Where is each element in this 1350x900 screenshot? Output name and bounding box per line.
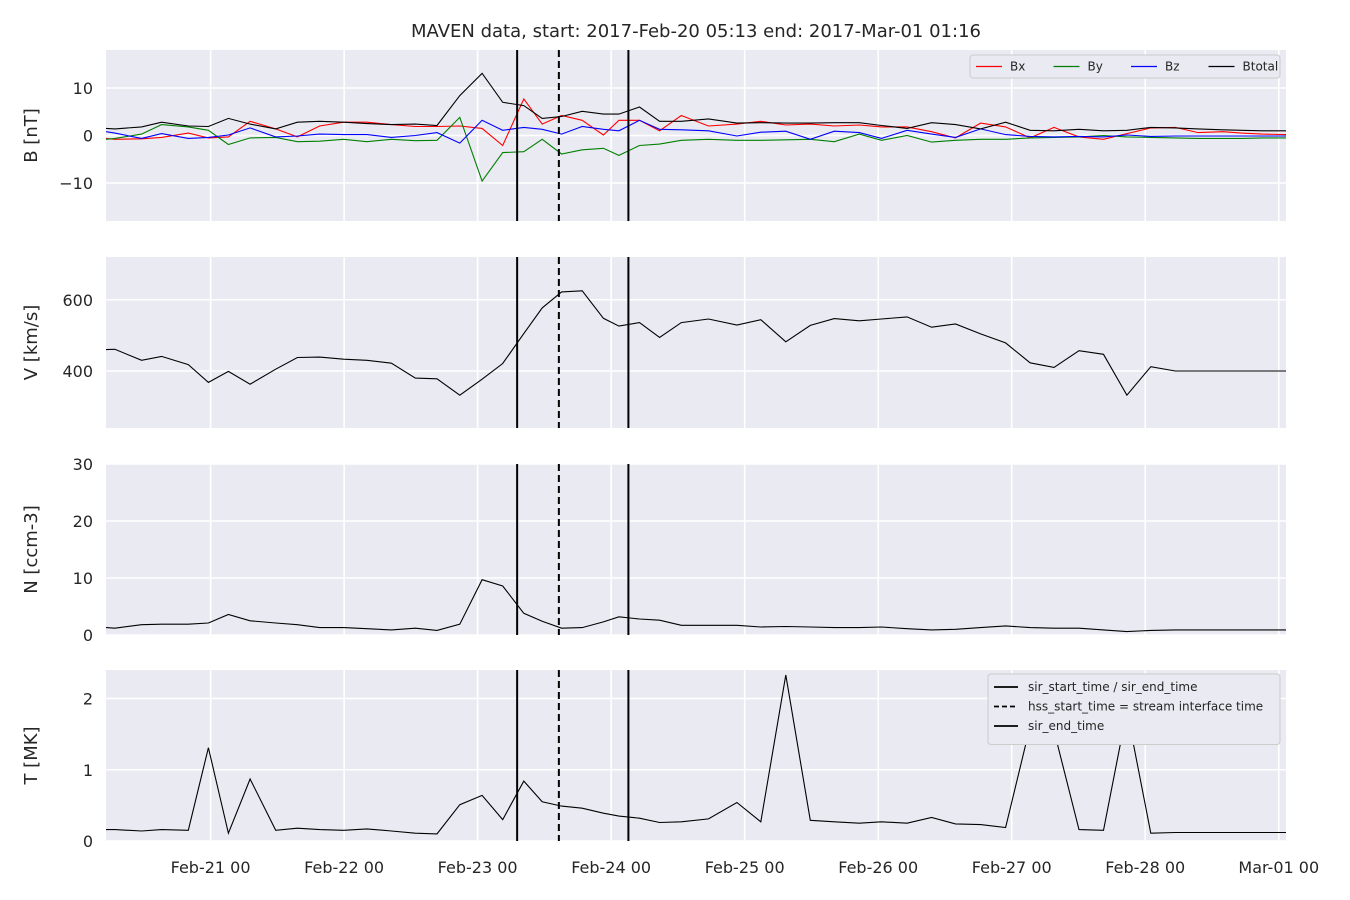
x-tick-label: Feb-24 00 <box>571 858 651 877</box>
y-tick-label: 400 <box>62 362 93 381</box>
series-line-value <box>106 290 1286 397</box>
y-axis-label: T [MK] <box>21 726 42 785</box>
x-tick-label: Mar-01 00 <box>1238 858 1319 877</box>
panel-0: 10 0 −10 B [nT] Bx By Bz Btotal <box>21 50 1286 221</box>
chart-title: MAVEN data, start: 2017-Feb-20 05:13 end… <box>411 21 981 42</box>
x-tick-label: Feb-22 00 <box>304 858 384 877</box>
x-axis: Feb-21 00 Feb-22 00 Feb-23 00 Feb-24 00 Feb-… <box>171 858 1320 877</box>
y-axis-label: N [ccm-3] <box>21 505 42 594</box>
panel-3: 2 1 0 T [MK] sir_start_time / sir_end_timehs… <box>21 670 1286 851</box>
y-tick-label: 30 <box>73 455 93 474</box>
series-group <box>106 674 1286 836</box>
y-tick-label: 0 <box>83 832 93 851</box>
series-line-bz <box>106 119 1286 144</box>
y-tick-label: 600 <box>62 291 93 310</box>
series-group <box>106 72 1286 183</box>
x-tick-label: Feb-28 00 <box>1105 858 1185 877</box>
series-group <box>106 290 1286 397</box>
legend-b: Bx By Bz Btotal <box>969 54 1281 79</box>
legend-label: Bx <box>1010 60 1025 74</box>
y-tick-label: 0 <box>83 127 93 146</box>
y-tick-label: 20 <box>73 512 93 531</box>
x-tick-label: Feb-27 00 <box>972 858 1052 877</box>
panel-1: 600 400 V [km/s] <box>21 257 1286 428</box>
series-line-btotal <box>106 72 1286 132</box>
x-tick-label: Feb-26 00 <box>838 858 918 877</box>
y-axis-label: V [km/s] <box>21 305 42 380</box>
legend-label: hss_start_time = stream interface time <box>1028 700 1263 714</box>
legend-box <box>987 673 1281 745</box>
legend-box <box>969 54 1281 79</box>
x-tick-label: Feb-23 00 <box>438 858 518 877</box>
y-tick-label: 10 <box>73 569 93 588</box>
y-tick-label: 1 <box>83 761 93 780</box>
plot-background <box>106 257 1286 428</box>
legend-label: Bz <box>1165 60 1180 74</box>
legend-label: sir_end_time <box>1028 719 1104 733</box>
y-tick-label: 0 <box>83 626 93 645</box>
series-group <box>106 579 1286 633</box>
legend-label: Btotal <box>1243 60 1279 74</box>
legend-label: sir_start_time / sir_end_time <box>1028 680 1198 694</box>
x-tick-label: Feb-21 00 <box>171 858 251 877</box>
legend-t: sir_start_time / sir_end_time hss_start_t… <box>987 673 1281 745</box>
series-line-bx <box>106 97 1286 147</box>
series-line-value <box>106 674 1286 836</box>
y-tick-label: −10 <box>59 174 93 193</box>
plot-background <box>106 464 1286 635</box>
y-tick-label: 2 <box>83 690 93 709</box>
series-line-value <box>106 579 1286 633</box>
y-axis-label: B [nT] <box>21 108 42 163</box>
panel-2: 30 20 10 0 N [ccm-3] <box>21 455 1286 645</box>
y-tick-label: 10 <box>73 79 93 98</box>
x-tick-label: Feb-25 00 <box>705 858 785 877</box>
legend-label: By <box>1088 60 1103 74</box>
